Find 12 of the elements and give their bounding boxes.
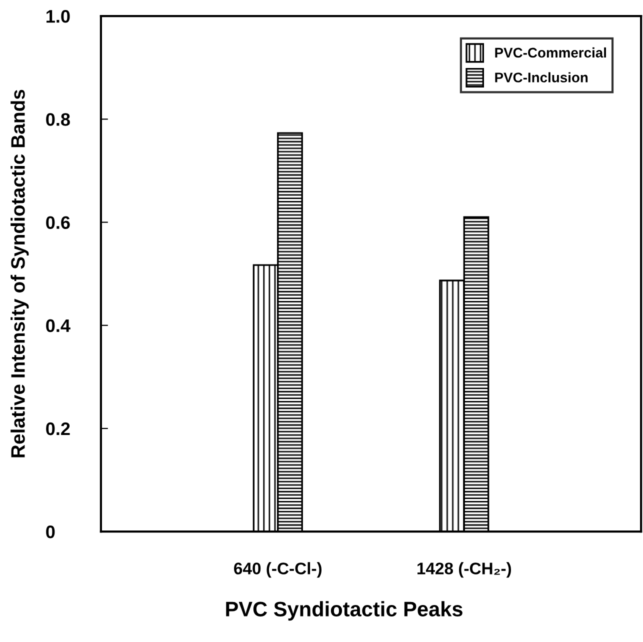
y-axis-title: Relative Intensity of Syndiotactic Bands (10, 90, 29, 458)
y-tick-label: 1.0 (46, 10, 70, 23)
x-tick-label: 640 (-C-Cl-) (234, 562, 322, 578)
y-tick-label: 0.2 (46, 422, 70, 436)
legend-label: PVC-Inclusion (495, 72, 588, 82)
y-tick-label: 0 (46, 526, 55, 538)
legend-label: PVC-Commercial (495, 47, 606, 58)
y-tick-label: 0.6 (46, 216, 70, 229)
x-axis-title: PVC Syndiotactic Peaks (226, 601, 462, 621)
y-tick-label: 0.4 (46, 319, 70, 332)
x-tick-label: 1428 (-CH₂-) (417, 562, 511, 578)
y-tick-label: 0.8 (46, 113, 70, 126)
